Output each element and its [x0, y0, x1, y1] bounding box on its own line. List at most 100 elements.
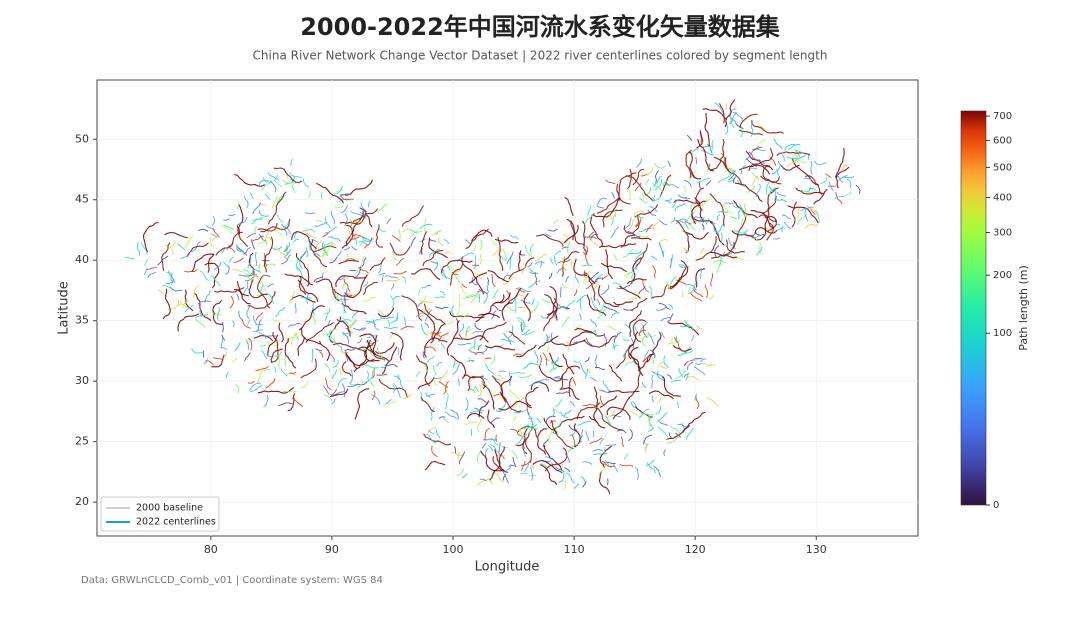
river-segment	[433, 380, 439, 387]
river-segment	[645, 178, 650, 185]
river-segment	[211, 236, 219, 241]
river-segment	[690, 172, 695, 179]
river-segment	[464, 397, 469, 411]
river-segment	[738, 209, 741, 220]
river-segment	[252, 268, 260, 273]
river-segment	[594, 354, 598, 362]
river-segment	[494, 292, 511, 304]
river-segment	[351, 245, 358, 251]
river-segment	[225, 265, 230, 275]
river-segment	[246, 281, 250, 292]
river-segment	[287, 393, 296, 412]
river-segment	[628, 310, 642, 337]
river-segment	[672, 344, 693, 352]
river-segment	[299, 250, 307, 260]
river-segment	[393, 295, 400, 300]
river-segment	[573, 289, 578, 297]
river-segment	[220, 225, 233, 234]
river-segment	[582, 264, 593, 267]
river-segment	[431, 332, 441, 338]
river-segment	[678, 219, 689, 230]
river-segment	[536, 233, 564, 247]
river-segment	[601, 275, 608, 280]
river-segment	[585, 337, 593, 347]
river-segment	[557, 258, 571, 264]
river-segment	[220, 347, 228, 350]
river-segment	[662, 180, 672, 186]
river-segment	[236, 216, 248, 226]
river-segment	[330, 388, 338, 398]
river-segment	[334, 292, 338, 299]
river-segment	[841, 164, 848, 172]
river-segment	[648, 415, 654, 429]
river-segment	[372, 334, 378, 356]
river-segment	[164, 244, 174, 255]
river-segment	[627, 331, 639, 360]
river-segment	[423, 303, 447, 325]
river-segment	[338, 193, 352, 198]
river-segment	[631, 270, 636, 285]
river-segment	[442, 266, 447, 280]
river-segment	[602, 209, 623, 228]
river-segment	[534, 253, 548, 262]
colorbar-label: Path length (m)	[1017, 265, 1030, 351]
river-segment	[262, 368, 270, 372]
river-segment	[435, 428, 441, 439]
river-segment	[480, 346, 488, 353]
river-segment	[270, 348, 283, 364]
river-segment	[810, 160, 813, 175]
river-segment	[284, 355, 287, 367]
river-segment	[646, 167, 654, 176]
river-segment	[518, 250, 522, 271]
river-segment	[588, 415, 606, 429]
river-segment	[685, 283, 697, 291]
river-segment	[331, 398, 336, 405]
river-segment	[613, 254, 618, 261]
river-segment	[458, 333, 464, 340]
river-segment	[386, 278, 400, 282]
river-segment	[300, 327, 321, 345]
river-segment	[359, 207, 373, 228]
river-segment	[468, 357, 474, 363]
river-segment	[236, 280, 250, 297]
river-segment	[640, 173, 648, 177]
river-segment	[834, 195, 845, 200]
river-segment	[728, 171, 735, 181]
river-segment	[813, 211, 820, 224]
river-segment	[402, 275, 407, 283]
river-segment	[658, 242, 664, 256]
river-segment	[516, 434, 527, 445]
river-segment	[431, 231, 437, 236]
river-segment	[553, 307, 561, 319]
river-segment	[450, 451, 465, 457]
river-segment	[527, 262, 533, 268]
river-segment	[456, 308, 461, 319]
river-segment	[550, 332, 553, 340]
river-segment	[444, 395, 449, 410]
river-segment	[582, 270, 591, 284]
river-segment	[786, 160, 796, 168]
river-segment	[597, 308, 607, 320]
river-segment	[540, 462, 548, 468]
river-segment	[289, 371, 297, 374]
river-segment	[620, 234, 636, 248]
river-segment	[596, 274, 604, 282]
river-segment	[235, 383, 239, 394]
y-axis-label: Latitude	[57, 281, 72, 335]
river-segment	[251, 235, 264, 242]
river-segment	[579, 429, 584, 443]
river-segment	[495, 410, 503, 413]
river-segment	[251, 216, 264, 225]
river-segment	[626, 168, 632, 190]
river-segment	[363, 281, 369, 288]
y-tick-label: 50	[75, 132, 89, 145]
river-segment	[370, 380, 375, 387]
river-segment	[250, 274, 256, 285]
river-segment	[598, 470, 611, 495]
river-segment	[744, 152, 753, 161]
river-segment	[610, 312, 620, 319]
river-segment	[332, 342, 367, 353]
river-segment	[333, 205, 344, 209]
river-segment	[426, 355, 435, 364]
river-segment	[685, 149, 692, 179]
